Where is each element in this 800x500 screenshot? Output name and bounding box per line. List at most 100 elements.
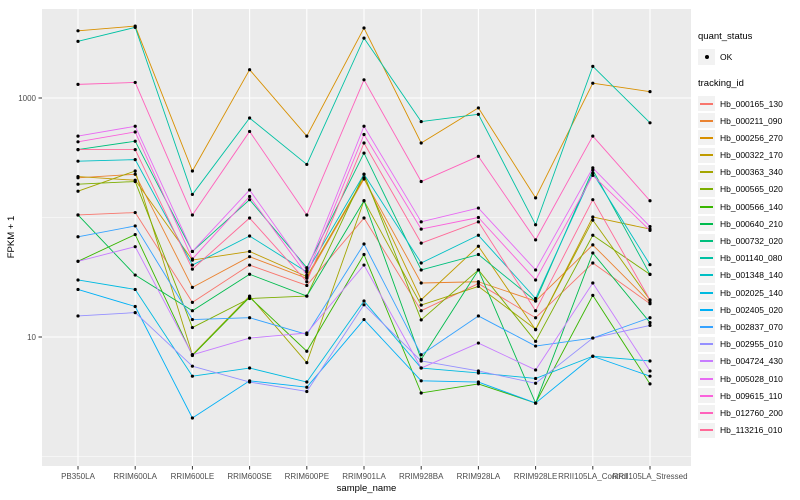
data-point <box>305 294 309 298</box>
legend-key <box>698 199 715 215</box>
data-point <box>648 374 652 378</box>
line-swatch-icon <box>700 136 713 139</box>
data-point <box>248 129 252 134</box>
data-point <box>190 300 194 304</box>
data-point <box>419 318 423 322</box>
legend-label: Hb_000256_270 <box>720 132 783 143</box>
data-point <box>591 293 595 297</box>
data-point <box>362 78 366 82</box>
data-point <box>648 272 652 277</box>
line-swatch-icon <box>700 222 713 225</box>
line-swatch-icon <box>700 325 713 328</box>
data-point <box>133 130 137 134</box>
legend-item-Hb_004724_430: Hb_004724_430 <box>698 353 798 369</box>
data-point <box>76 213 80 217</box>
legend-label: Hb_002405_020 <box>720 304 783 315</box>
data-point <box>76 278 80 282</box>
legend-label: Hb_001140_080 <box>720 253 783 264</box>
data-point <box>248 380 252 384</box>
data-point <box>248 366 252 370</box>
data-point <box>305 134 309 138</box>
data-point <box>190 416 194 420</box>
legend-item-Hb_001140_080: Hb_001140_080 <box>698 250 798 266</box>
legend-label-ok: OK <box>720 52 733 62</box>
legend-key <box>698 233 715 249</box>
legend-key <box>698 388 715 404</box>
data-point <box>534 238 538 242</box>
line-swatch-icon <box>700 154 713 157</box>
legend-key <box>698 336 715 352</box>
line-swatch-icon <box>700 188 713 191</box>
data-point <box>591 173 595 178</box>
legend-key <box>698 422 715 438</box>
data-point <box>648 298 652 302</box>
axis-ticks <box>38 97 651 470</box>
x-tick-label: RRIM600LA <box>113 472 157 481</box>
data-point <box>419 379 423 383</box>
legend-label: Hb_113216_010 <box>720 425 783 436</box>
data-point <box>419 268 423 272</box>
data-point <box>305 162 309 167</box>
line-swatch-icon <box>700 102 713 105</box>
line-swatch-icon <box>700 240 713 242</box>
legend-item-Hb_002837_070: Hb_002837_070 <box>698 319 798 335</box>
data-point <box>476 369 480 373</box>
legend-item-Hb_002955_010: Hb_002955_010 <box>698 336 798 352</box>
data-point <box>305 380 309 384</box>
line-swatch-icon <box>700 411 713 414</box>
x-tick-label: RRIM600PE <box>285 472 329 481</box>
x-tick-label: RRII105LA_Control <box>558 472 628 481</box>
legend-label: Hb_000732_020 <box>720 236 783 246</box>
data-point <box>591 336 595 340</box>
legend-label: Hb_002837_070 <box>720 321 783 332</box>
legend-item-Hb_000640_210: Hb_000640_210 <box>698 216 798 232</box>
data-point <box>476 314 480 318</box>
data-point <box>476 280 480 284</box>
data-point <box>419 179 423 184</box>
x-tick-label: RRIM600LE <box>171 472 215 481</box>
x-tick-label: RRII105LA_Stressed <box>612 472 687 481</box>
line-swatch-icon <box>700 119 713 122</box>
legend-label: Hb_000211_090 <box>720 115 783 126</box>
data-point <box>476 252 480 257</box>
data-point <box>76 259 80 263</box>
data-point <box>648 382 652 386</box>
data-point <box>76 189 80 193</box>
data-point <box>305 280 309 284</box>
data-point <box>190 213 194 217</box>
data-point <box>133 273 137 277</box>
data-point <box>133 25 137 29</box>
y-tick-label: 1000 <box>18 94 36 103</box>
data-point <box>362 176 366 180</box>
data-point <box>534 299 538 303</box>
data-point <box>419 366 423 370</box>
data-point <box>305 331 309 335</box>
legend: quant_status OK tracking_id Hb_000165_13… <box>698 31 798 438</box>
data-point <box>362 242 366 246</box>
point-icon <box>704 55 709 59</box>
data-point <box>591 81 595 85</box>
data-point <box>476 380 480 384</box>
data-point <box>591 233 595 237</box>
legend-series-list: Hb_000165_130 Hb_000211_090 Hb_000256_270 H… <box>698 96 798 438</box>
data-point <box>190 257 194 261</box>
legend-key <box>698 353 715 369</box>
legend-key <box>698 113 715 129</box>
data-point <box>591 64 595 68</box>
data-point <box>534 327 538 331</box>
data-point <box>419 298 423 302</box>
data-point <box>133 210 137 215</box>
data-point <box>476 112 480 116</box>
data-point <box>133 169 137 173</box>
data-point <box>534 296 538 301</box>
data-point <box>419 119 423 124</box>
data-point <box>190 267 194 271</box>
data-point <box>591 281 595 285</box>
line-swatch-icon <box>700 429 713 432</box>
data-point <box>76 29 80 33</box>
data-point <box>476 154 480 158</box>
legend-key <box>698 96 715 111</box>
legend-item-Hb_000322_170: Hb_000322_170 <box>698 147 798 163</box>
data-point <box>648 228 652 232</box>
